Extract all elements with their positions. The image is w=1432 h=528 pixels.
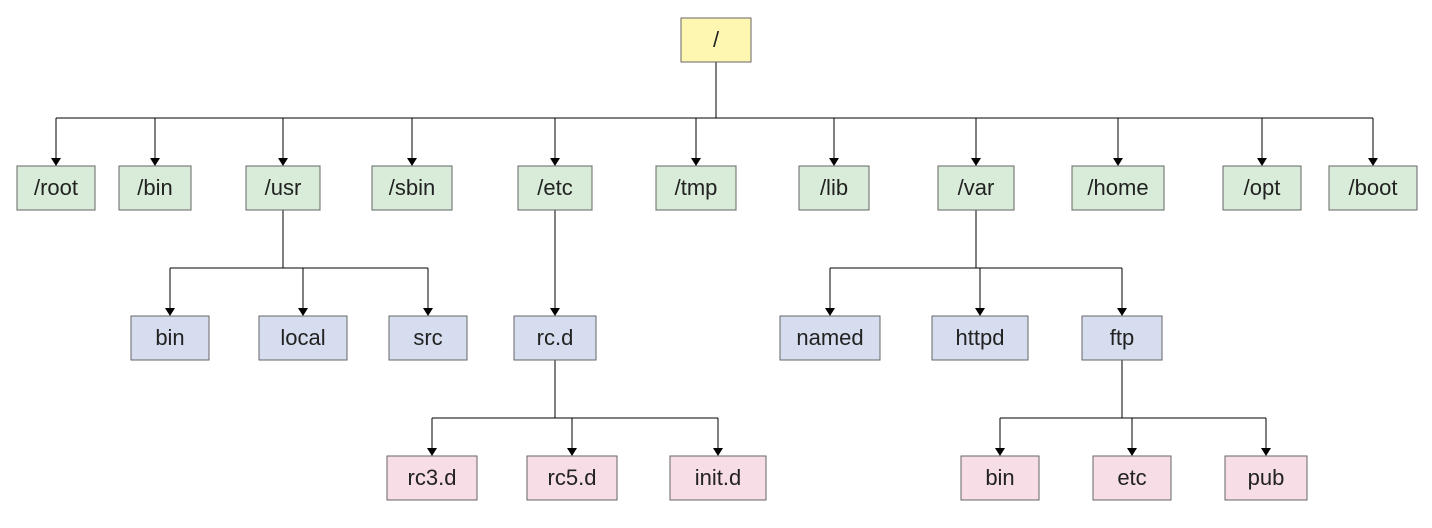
tree-node-initd: init.d — [670, 456, 766, 500]
tree-node-label: init.d — [695, 465, 741, 490]
tree-node-sbin: /sbin — [372, 166, 452, 210]
tree-node-ftp_etc: etc — [1093, 456, 1171, 500]
tree-node-usr_bin: bin — [131, 316, 209, 360]
tree-node-etc_rcd: rc.d — [514, 316, 596, 360]
tree-node-label: rc3.d — [408, 465, 457, 490]
tree-node-var_ftp: ftp — [1082, 316, 1162, 360]
tree-node-rc3d: rc3.d — [387, 456, 477, 500]
tree-node-label: local — [280, 325, 325, 350]
tree-node-label: /etc — [537, 175, 572, 200]
tree-node-label: rc5.d — [548, 465, 597, 490]
tree-node-label: /opt — [1244, 175, 1281, 200]
tree-node-label: httpd — [956, 325, 1005, 350]
tree-node-label: /boot — [1349, 175, 1398, 200]
tree-node-label: /root — [34, 175, 78, 200]
tree-node-rc5d: rc5.d — [527, 456, 617, 500]
tree-node-label: src — [413, 325, 442, 350]
tree-node-usr_local: local — [259, 316, 347, 360]
tree-node-opt: /opt — [1223, 166, 1301, 210]
tree-node-label: /usr — [265, 175, 302, 200]
tree-node-root1: /root — [17, 166, 95, 210]
tree-node-label: rc.d — [537, 325, 574, 350]
tree-node-label: ftp — [1110, 325, 1134, 350]
tree-node-home: /home — [1072, 166, 1164, 210]
tree-node-var_named: named — [780, 316, 880, 360]
tree-node-label: /home — [1087, 175, 1148, 200]
tree-node-label: pub — [1248, 465, 1285, 490]
tree-node-label: /bin — [137, 175, 172, 200]
tree-node-var: /var — [938, 166, 1014, 210]
tree-node-root: / — [681, 18, 751, 62]
tree-node-label: / — [713, 27, 720, 52]
tree-node-ftp_pub: pub — [1225, 456, 1307, 500]
tree-node-label: bin — [985, 465, 1014, 490]
tree-node-boot: /boot — [1329, 166, 1417, 210]
tree-node-lib: /lib — [799, 166, 869, 210]
tree-node-bin: /bin — [119, 166, 191, 210]
tree-node-label: /var — [958, 175, 995, 200]
tree-node-ftp_bin: bin — [961, 456, 1039, 500]
tree-node-label: named — [796, 325, 863, 350]
filesystem-tree-diagram: / /root/bin/usr/sbin/etc/tmp/lib/var/home… — [0, 0, 1432, 528]
tree-node-label: /lib — [820, 175, 848, 200]
tree-node-var_httpd: httpd — [932, 316, 1028, 360]
tree-node-label: etc — [1117, 465, 1146, 490]
tree-node-tmp: /tmp — [656, 166, 736, 210]
tree-node-usr_src: src — [389, 316, 467, 360]
tree-node-etc: /etc — [518, 166, 592, 210]
tree-node-label: /tmp — [675, 175, 718, 200]
tree-node-usr: /usr — [246, 166, 320, 210]
tree-node-label: /sbin — [389, 175, 435, 200]
tree-node-label: bin — [155, 325, 184, 350]
